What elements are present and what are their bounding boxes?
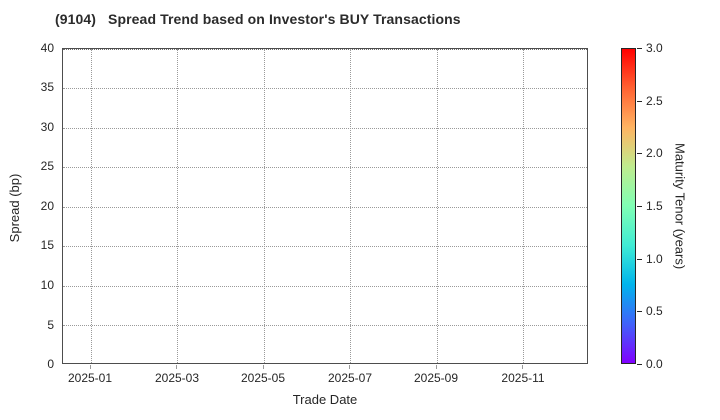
- xtick-mark-2025-01: [90, 365, 91, 369]
- gridline-x-2025-11: [523, 49, 524, 363]
- xtick-2025-07: 2025-07: [327, 371, 373, 385]
- xtick-2025-03: 2025-03: [154, 371, 200, 385]
- gridline-y-20: [63, 207, 587, 208]
- ytick-20: 20: [40, 199, 54, 213]
- colorbar-label-wrap: Maturity Tenor (years): [670, 48, 690, 364]
- colorbar-tick-0.5: 0.5: [646, 304, 663, 318]
- xtick-2025-09: 2025-09: [413, 371, 459, 385]
- colorbar-tick-mark-0.0: [637, 364, 642, 365]
- ytick-5: 5: [47, 318, 54, 332]
- ytick-40: 40: [40, 41, 54, 55]
- gridline-y-40: [63, 49, 587, 50]
- xtick-2025-05: 2025-05: [240, 371, 286, 385]
- gridline-y-30: [63, 128, 587, 129]
- gridline-y-5: [63, 325, 587, 326]
- gridline-y-10: [63, 286, 587, 287]
- colorbar-tick-mark-1.5: [637, 206, 642, 207]
- ytick-0: 0: [47, 357, 54, 371]
- ytick-35: 35: [40, 80, 54, 94]
- xtick-mark-2025-05: [263, 365, 264, 369]
- colorbar-tick-mark-3.0: [637, 48, 642, 49]
- ytick-25: 25: [40, 159, 54, 173]
- gridline-y-25: [63, 167, 587, 168]
- gridline-y-15: [63, 246, 587, 247]
- ytick-10: 10: [40, 278, 54, 292]
- xtick-2025-01: 2025-01: [67, 371, 113, 385]
- xtick-mark-2025-07: [349, 365, 350, 369]
- y-axis-label: Spread (bp): [7, 173, 22, 243]
- colorbar-gradient: [621, 48, 636, 364]
- gridline-y-35: [63, 88, 587, 89]
- ytick-30: 30: [40, 120, 54, 134]
- xtick-mark-2025-11: [522, 365, 523, 369]
- colorbar-tick-mark-2.5: [637, 101, 642, 102]
- plot-area: [62, 48, 588, 364]
- colorbar-tick-mark-0.5: [637, 311, 642, 312]
- chart-title: (9104) Spread Trend based on Investor's …: [55, 11, 461, 27]
- gridline-x-2025-01: [91, 49, 92, 363]
- colorbar-tick-3.0: 3.0: [646, 41, 663, 55]
- xtick-mark-2025-03: [176, 365, 177, 369]
- colorbar-tick-mark-1.0: [637, 259, 642, 260]
- xtick-2025-11: 2025-11: [501, 371, 545, 385]
- colorbar-tick-mark-2.0: [637, 153, 642, 154]
- colorbar-tick-1.5: 1.5: [646, 199, 663, 213]
- colorbar-label: Maturity Tenor (years): [672, 142, 688, 270]
- colorbar-tick-1.0: 1.0: [646, 252, 663, 266]
- gridline-x-2025-07: [350, 49, 351, 363]
- xtick-mark-2025-09: [436, 365, 437, 369]
- gridline-x-2025-05: [264, 49, 265, 363]
- ytick-15: 15: [40, 238, 54, 252]
- x-axis-label: Trade Date: [292, 392, 358, 407]
- colorbar-tick-2.0: 2.0: [646, 146, 663, 160]
- gridline-x-2025-09: [437, 49, 438, 363]
- colorbar-tick-0.0: 0.0: [646, 357, 663, 371]
- gridline-x-2025-03: [177, 49, 178, 363]
- colorbar-tick-2.5: 2.5: [646, 94, 663, 108]
